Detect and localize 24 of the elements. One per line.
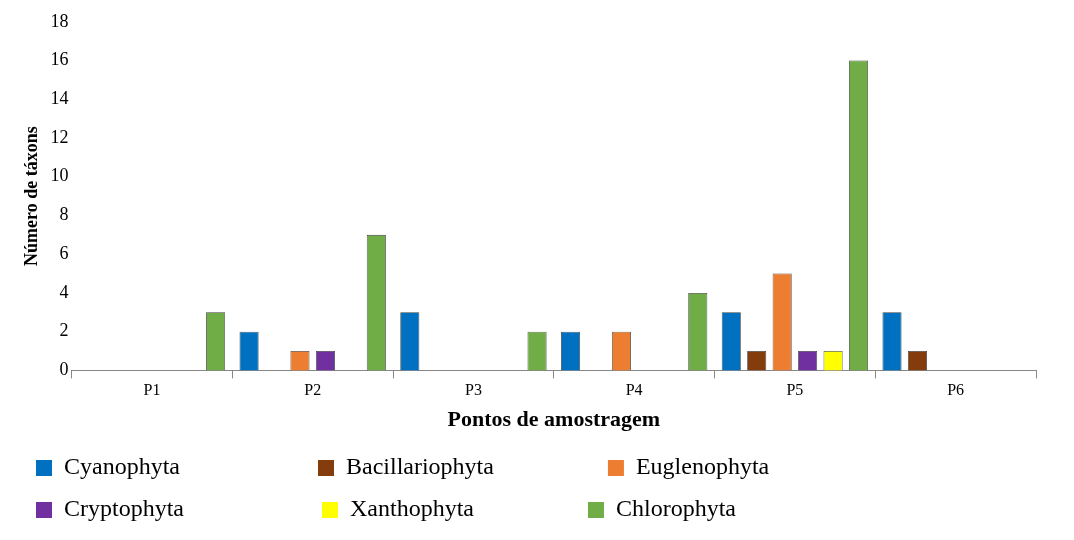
y-tick-label: 4 — [59, 281, 69, 302]
y-tick-label: 14 — [50, 88, 69, 108]
y-tick-label: 8 — [59, 204, 69, 225]
y-tick-label: 0 — [59, 359, 69, 380]
x-tick-label: P4 — [625, 381, 643, 399]
legend-label: Xanthophyta — [349, 495, 570, 522]
y-tick-label: 18 — [50, 10, 69, 31]
x-tick-label: P3 — [464, 381, 482, 399]
y-tick-label: 2 — [59, 320, 69, 341]
x-tick-label: P1 — [143, 381, 161, 399]
legend-label: Chlorophyta — [615, 495, 737, 522]
legend-label: Bacillariophyta — [345, 453, 590, 480]
y-axis-title: Número de táxons — [21, 126, 42, 266]
legend-label: Cryptophyta — [64, 495, 304, 522]
y-tick-label: 10 — [50, 165, 69, 186]
x-tick-label: P6 — [947, 381, 965, 399]
legend-label: Cyanophyta — [64, 453, 300, 480]
x-tick-label: P5 — [786, 381, 804, 399]
y-tick-label: 6 — [59, 242, 69, 263]
y-tick-label: 16 — [50, 49, 69, 70]
x-axis-title: Pontos de amostragem — [447, 406, 661, 432]
y-tick-label: 12 — [50, 126, 69, 147]
legend-label: Euglenophyta — [635, 453, 770, 480]
x-tick-label: P2 — [304, 381, 322, 399]
